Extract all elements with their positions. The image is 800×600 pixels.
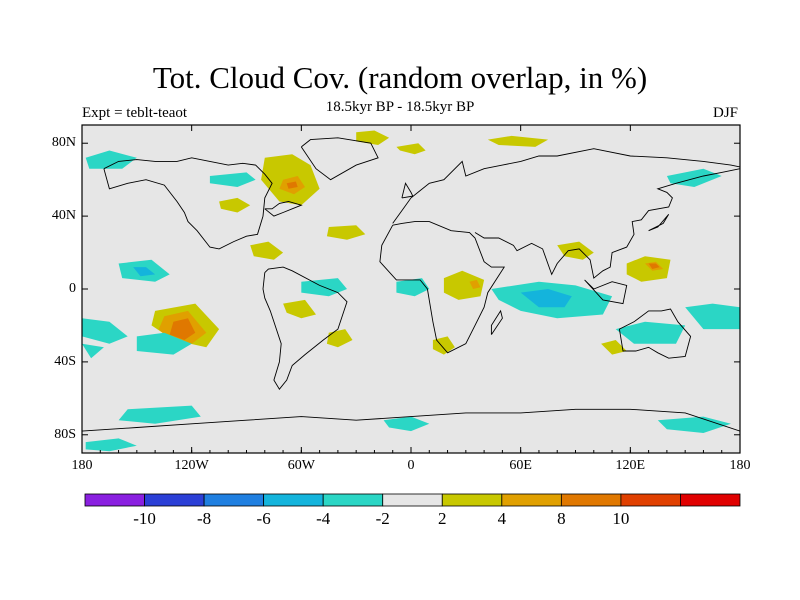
map-plot-area (82, 130, 740, 452)
colorbar-label: -2 (375, 509, 390, 528)
x-tick-label: 60W (287, 458, 315, 473)
colorbar-label: -4 (316, 509, 331, 528)
positive-anomaly-region (396, 143, 426, 155)
coastline (490, 309, 503, 335)
negative-anomaly-region (85, 438, 137, 452)
chart-title: Tot. Cloud Cov. (random overlap, in %) (152, 60, 648, 95)
coastline (648, 214, 670, 232)
positive-anomaly-region (283, 299, 316, 319)
coastline (584, 279, 628, 305)
negative-anomaly-region (209, 172, 256, 187)
positive-anomaly-region (286, 181, 298, 189)
season-label: DJF (712, 105, 738, 121)
negative-anomaly-region (82, 318, 128, 344)
colorbar-label: -6 (256, 509, 271, 528)
colorbar-swatch (501, 493, 562, 507)
positive-anomaly-region (219, 197, 251, 213)
x-tick-label: 120E (615, 458, 646, 473)
coastline (618, 308, 692, 359)
negative-anomaly-region (615, 321, 686, 344)
negative-anomaly-region (133, 267, 156, 277)
experiment-label: Expt = teblt-teaot (82, 105, 188, 121)
colorbar-label: 10 (612, 509, 630, 528)
coastline (103, 157, 273, 250)
colorbar-swatch (560, 493, 622, 507)
positive-anomaly-region (626, 256, 671, 282)
negative-anomaly-region (685, 303, 740, 330)
negative-anomaly-region (118, 405, 201, 424)
positive-anomaly-region (356, 130, 390, 145)
coastline (262, 266, 348, 390)
colorbar-label: 4 (497, 509, 507, 528)
colorbar-swatch (322, 493, 384, 507)
negative-anomaly-region (396, 278, 430, 297)
x-tick-label: 180 (71, 458, 93, 473)
negative-anomaly-region (383, 416, 430, 432)
coastline (264, 201, 303, 217)
coastline (474, 168, 740, 279)
positive-anomaly-region (469, 279, 481, 289)
positive-anomaly-region (648, 263, 660, 269)
x-tick-label: 180 (729, 458, 751, 473)
negative-anomaly-region (520, 289, 572, 308)
x-tick-label: 0 (407, 458, 415, 473)
positive-anomaly-region (487, 135, 549, 147)
positive-anomaly-region (326, 329, 353, 348)
colorbar-swatch (382, 493, 443, 507)
coastline (401, 182, 414, 199)
colorbar-swatch (263, 493, 324, 507)
coastline (300, 137, 379, 181)
y-tick-label: 0 (69, 281, 76, 296)
chart-subtitle: 18.5kyr BP - 18.5kyr BP (325, 99, 475, 115)
x-tick-label: 120W (174, 458, 209, 473)
colorbar-label: -10 (133, 509, 156, 528)
negative-anomaly-region (82, 343, 104, 359)
colorbar-swatch (144, 493, 205, 507)
positive-anomaly-region (443, 270, 485, 300)
colorbar-swatch (680, 493, 741, 507)
x-tick-label: 60E (509, 458, 532, 473)
colorbar-label: -8 (196, 509, 212, 528)
y-tick-label: 40S (54, 353, 76, 369)
positive-anomaly-region (250, 241, 284, 260)
colorbar-swatch (441, 493, 503, 507)
colorbar-swatch (620, 493, 681, 507)
positive-anomaly-region (326, 225, 366, 240)
y-tick-label: 80S (54, 426, 76, 442)
colorbar-swatch (84, 493, 145, 507)
positive-anomaly-region (169, 318, 196, 340)
positive-anomaly-region (432, 336, 455, 355)
y-tick-label: 40N (51, 208, 76, 224)
colorbar-label: 8 (557, 509, 566, 528)
coastline (392, 148, 740, 224)
negative-anomaly-region (136, 332, 192, 355)
colorbar-label: 2 (438, 509, 447, 528)
negative-anomaly-region (85, 150, 137, 169)
positive-anomaly-region (601, 340, 627, 355)
y-tick-label: 80N (51, 135, 76, 151)
coastline (82, 408, 740, 432)
positive-anomaly-region (557, 241, 594, 260)
negative-anomaly-region (657, 416, 731, 433)
colorbar-swatch (203, 493, 265, 507)
coastline (379, 221, 506, 354)
